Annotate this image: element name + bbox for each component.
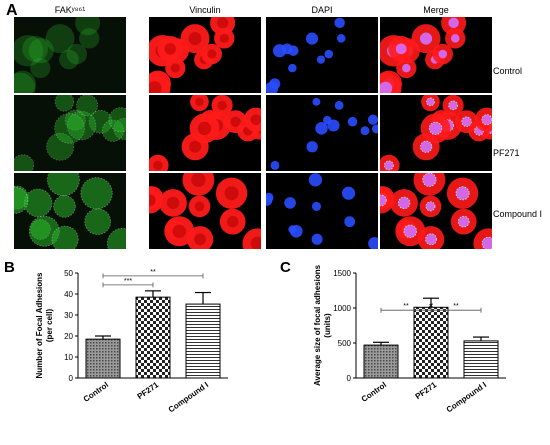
significance-label: **	[150, 269, 156, 276]
column-header-merge: Merge	[423, 5, 449, 15]
y-axis-label: Average size of focal adhesions(units)	[313, 264, 332, 386]
y-tick-label: 0	[347, 374, 352, 383]
bar-pf271	[413, 306, 449, 379]
micrograph-fak-control	[14, 17, 126, 93]
significance-mark: #	[429, 303, 433, 310]
y-tick-label: 500	[338, 339, 352, 348]
panel-letter-c: C	[280, 259, 291, 276]
column-header-dapi: DAPI	[311, 5, 333, 15]
column-header-fak: FAKʸ⁸⁶¹	[54, 5, 86, 15]
bar-compound-i	[185, 303, 221, 379]
bar-compound-i	[463, 340, 499, 379]
y-tick-label: 1500	[333, 269, 351, 278]
x-tick-label: Control	[82, 380, 110, 404]
y-tick-label: 0	[69, 374, 74, 383]
micrograph-dapi-pf271	[266, 95, 378, 171]
micrograph-dapi-control	[266, 17, 378, 93]
micrograph-vinculin-compound-i	[149, 173, 261, 249]
y-axis-label: Number of Focal Adhesions(per cell)	[35, 272, 54, 378]
y-tick-label: 50	[64, 269, 73, 278]
y-tick-label: 30	[64, 311, 73, 320]
x-tick-label: PF271	[136, 380, 161, 401]
micrograph-vinculin-control	[149, 17, 261, 93]
x-tick-label: PF271	[414, 380, 439, 401]
row-label-compound: Compound I	[493, 209, 543, 219]
micrograph-dapi-compound-i	[266, 173, 378, 249]
bar-pf271	[135, 296, 171, 379]
significance-label: **	[403, 303, 409, 310]
significance-label: ***	[124, 278, 132, 285]
bar-control	[363, 344, 399, 379]
chart-b: B 0 10 20 30 40 50 Number of Focal Adhesions(pe…	[0, 258, 272, 440]
micrograph-merge-compound-i	[380, 173, 492, 249]
micrograph-fak-pf271	[14, 95, 126, 171]
panel-letter-b: B	[4, 259, 15, 276]
chart-c: C 0 500 1000 1500 Average size of focal adhes…	[278, 258, 550, 440]
y-tick-label: 40	[64, 290, 73, 299]
row-label-pf271: PF271	[493, 148, 520, 158]
x-tick-label: Compound I	[167, 380, 210, 414]
column-header-vinculin: Vinculin	[189, 5, 221, 15]
bar-control	[85, 338, 121, 379]
x-tick-label: Compound I	[445, 380, 488, 414]
x-tick-label: Control	[360, 380, 388, 404]
significance-label: **	[453, 303, 459, 310]
micrograph-merge-pf271	[380, 95, 492, 171]
micrograph-merge-control	[380, 17, 492, 93]
row-label-control: Control	[493, 66, 523, 76]
micrograph-vinculin-pf271	[149, 95, 261, 171]
y-tick-label: 10	[64, 353, 73, 362]
micrograph-fak-compound-i	[14, 173, 126, 249]
y-tick-label: 1000	[333, 304, 351, 313]
panel-letter-a: A	[6, 2, 18, 19]
y-tick-label: 20	[64, 332, 73, 341]
micrograph-panel: A FAKʸ⁸⁶¹ Vinculin DAPI Merge Control PF…	[6, 2, 543, 249]
